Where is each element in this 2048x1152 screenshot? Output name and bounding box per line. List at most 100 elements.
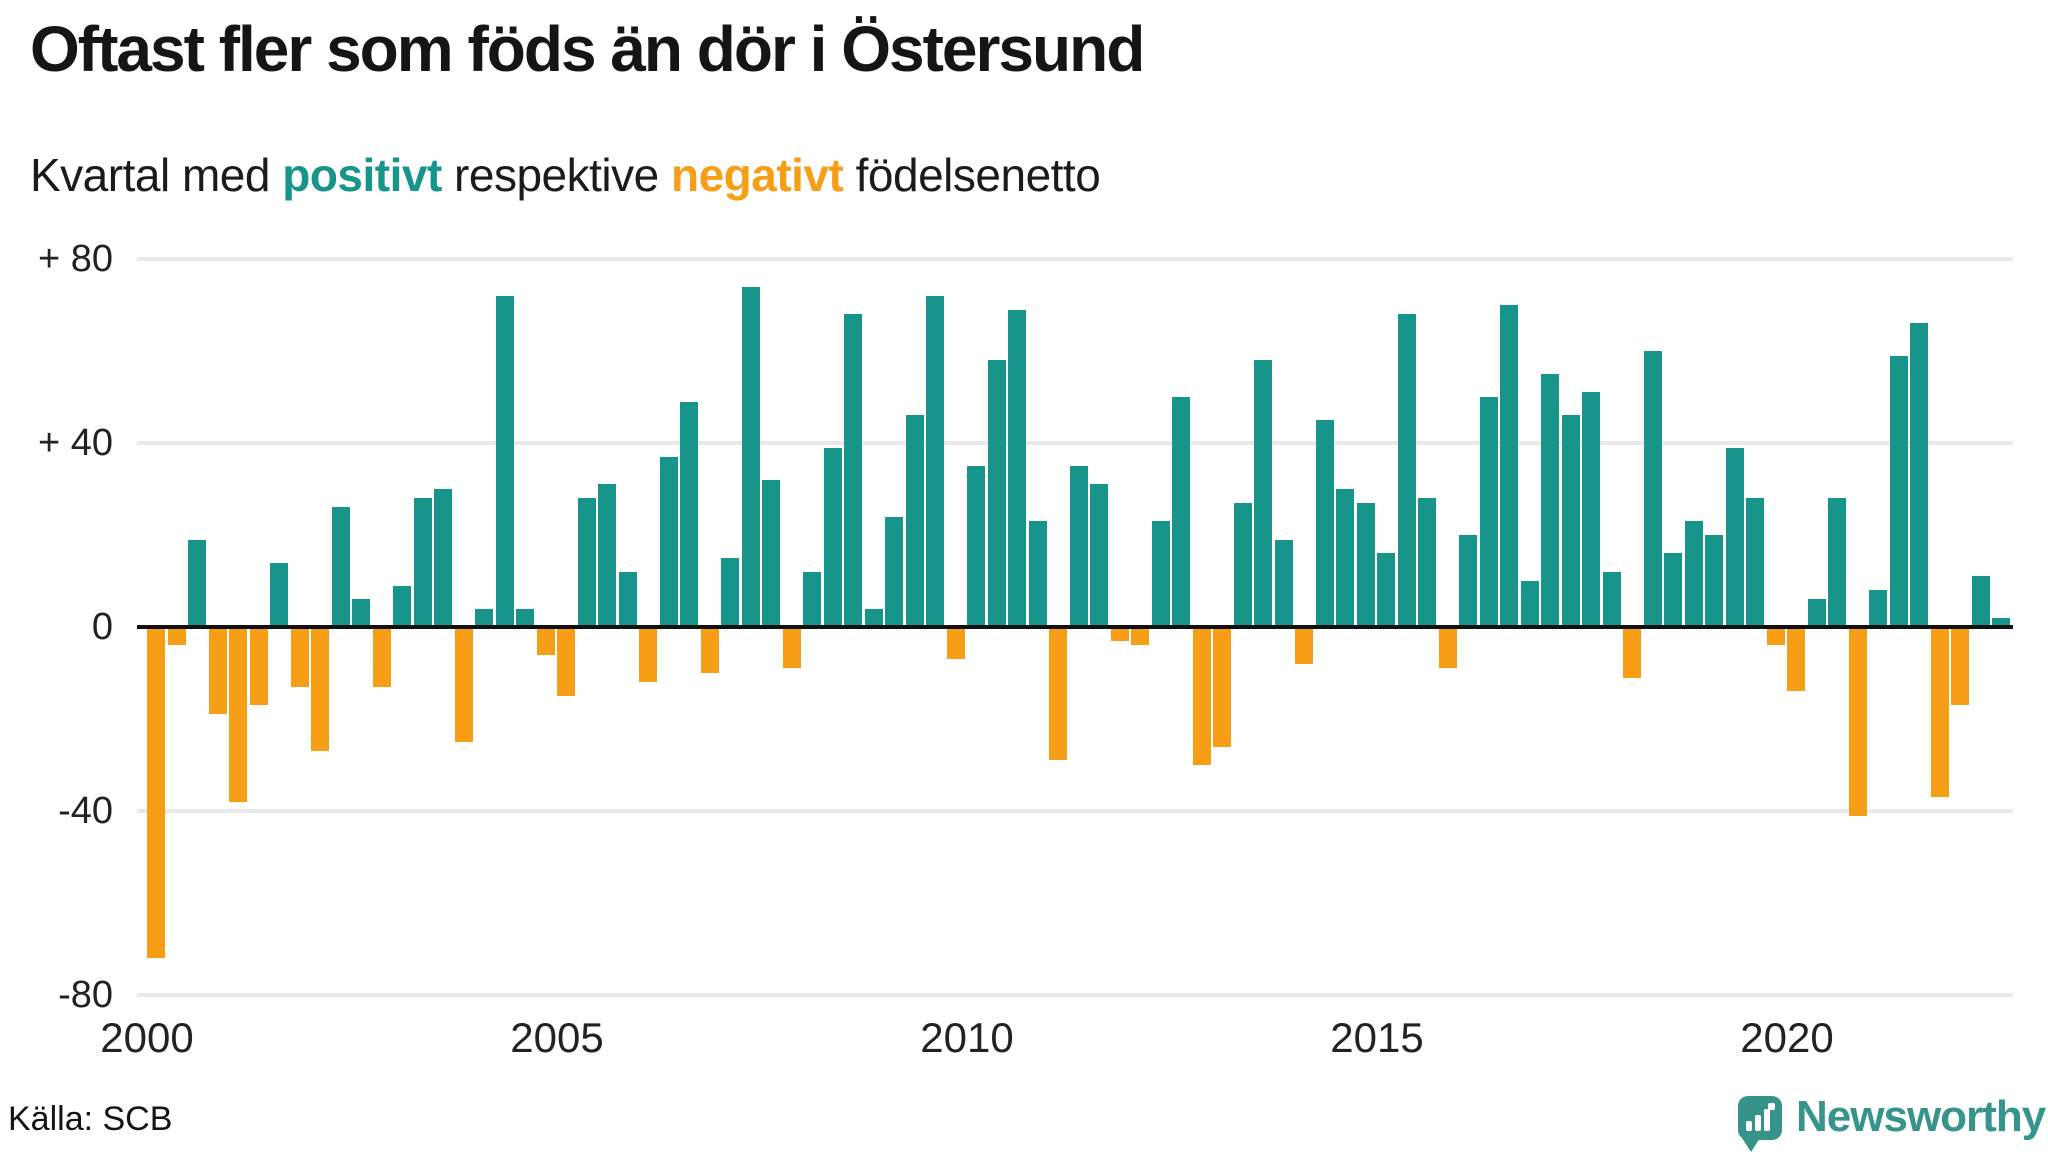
- bar-2014q1: [1295, 627, 1313, 664]
- bar-2007q4: [783, 627, 801, 668]
- subtitle-tail: födelsenetto: [843, 149, 1101, 201]
- bar-2017q1: [1541, 374, 1559, 627]
- bar-2004q3: [516, 609, 534, 627]
- y-tick-minus80: -80: [58, 974, 113, 1016]
- bar-2003q4: [455, 627, 473, 742]
- brand-name: Newsworthy: [1796, 1092, 2046, 1141]
- bar-2009q1: [885, 517, 903, 627]
- bar-2020q1: [1787, 627, 1805, 691]
- bar-2006q3: [680, 402, 698, 627]
- bar-2008q2: [824, 448, 842, 627]
- bar-2011q4: [1111, 627, 1129, 641]
- bar-2017q3: [1582, 392, 1600, 627]
- bar-2009q4: [947, 627, 965, 659]
- bar-2008q3: [844, 314, 862, 627]
- bar-2018q1: [1623, 627, 1641, 678]
- bar-2005q1: [557, 627, 575, 696]
- bar-2018q3: [1664, 553, 1682, 627]
- subtitle-middle: respektive: [441, 149, 671, 201]
- bar-2010q3: [1008, 310, 1026, 627]
- bar-2019q1: [1705, 535, 1723, 627]
- x-tick-2020: 2020: [1740, 1014, 1834, 1061]
- bar-2019q2: [1726, 448, 1744, 627]
- bar-2006q1: [639, 627, 657, 682]
- bar-2003q3: [434, 489, 452, 627]
- subtitle-lead: Kvartal med: [30, 149, 283, 201]
- bar-2016q1: [1459, 535, 1477, 627]
- source-note: Källa: SCB: [8, 1100, 173, 1138]
- logo-bar-small: [1746, 1121, 1752, 1131]
- bar-2001q4: [291, 627, 309, 687]
- bar-2017q2: [1562, 415, 1580, 627]
- bar-2003q1: [393, 586, 411, 627]
- gridline-minus40: [137, 809, 2013, 813]
- bar-2011q1: [1049, 627, 1067, 760]
- bar-2013q2: [1234, 503, 1252, 627]
- chart-subtitle: Kvartal med positivt respektive negativt…: [30, 148, 1101, 202]
- bar-2019q3: [1746, 498, 1764, 627]
- bar-2007q1: [721, 558, 739, 627]
- bar-2016q2: [1480, 397, 1498, 627]
- bar-2021q2: [1890, 356, 1908, 627]
- bar-2011q3: [1090, 484, 1108, 627]
- bar-2015q3: [1418, 498, 1436, 627]
- bar-2018q2: [1644, 351, 1662, 627]
- bar-2005q4: [619, 572, 637, 627]
- bar-2007q3: [762, 480, 780, 627]
- bar-2008q4: [865, 609, 883, 627]
- bar-2020q4: [1849, 627, 1867, 816]
- bar-2002q2: [332, 507, 350, 627]
- bar-2014q4: [1357, 503, 1375, 627]
- bar-2010q4: [1029, 521, 1047, 627]
- bar-2012q1: [1131, 627, 1149, 645]
- bar-2004q1: [475, 609, 493, 627]
- bar-2002q3: [352, 599, 370, 627]
- bar-2004q4: [537, 627, 555, 655]
- bar-2005q3: [598, 484, 616, 627]
- bar-2013q3: [1254, 360, 1272, 627]
- bar-2001q1: [229, 627, 247, 802]
- zero-axis-line: [137, 625, 2013, 629]
- gridline-minus80: [137, 993, 2013, 997]
- bar-2015q2: [1398, 314, 1416, 627]
- bar-2000q3: [188, 540, 206, 627]
- logo-bar-medium: [1755, 1115, 1761, 1131]
- bar-2000q2: [168, 627, 186, 645]
- bar-2010q1: [967, 466, 985, 627]
- bar-2013q4: [1275, 540, 1293, 627]
- gridline-plus80: [137, 257, 2013, 261]
- bar-2019q4: [1767, 627, 1785, 645]
- bar-2006q4: [701, 627, 719, 673]
- bar-2016q4: [1521, 581, 1539, 627]
- gridline-plus40: [137, 441, 2013, 445]
- bar-2012q2: [1152, 521, 1170, 627]
- bar-2002q1: [311, 627, 329, 751]
- subtitle-negative-word: negativt: [671, 149, 844, 201]
- bar-2006q2: [660, 457, 678, 627]
- bar-2005q2: [578, 498, 596, 627]
- bar-2001q3: [270, 563, 288, 627]
- newsworthy-brand: Newsworthy: [1738, 1092, 2046, 1152]
- bar-2017q4: [1603, 572, 1621, 627]
- bar-2012q3: [1172, 397, 1190, 627]
- x-tick-2000: 2000: [100, 1014, 194, 1061]
- bar-2004q2: [496, 296, 514, 627]
- bar-2001q2: [250, 627, 268, 705]
- bar-2009q3: [926, 296, 944, 627]
- y-tick-minus40: -40: [58, 790, 113, 832]
- x-tick-2010: 2010: [920, 1014, 1014, 1061]
- newsworthy-pin-icon: [1738, 1096, 1782, 1152]
- y-tick-zero: 0: [91, 606, 113, 648]
- logo-bar-tall: [1764, 1109, 1770, 1131]
- x-tick-2005: 2005: [510, 1014, 604, 1061]
- logo-dot: [1768, 1103, 1775, 1110]
- bar-2022q1: [1951, 627, 1969, 705]
- bar-2013q1: [1213, 627, 1231, 747]
- y-tick-plus80: + 80: [37, 238, 113, 280]
- bar-2012q4: [1193, 627, 1211, 765]
- bar-2008q1: [803, 572, 821, 627]
- bar-2007q2: [742, 287, 760, 627]
- page-title: Oftast fler som föds än dör i Östersund: [30, 13, 1145, 85]
